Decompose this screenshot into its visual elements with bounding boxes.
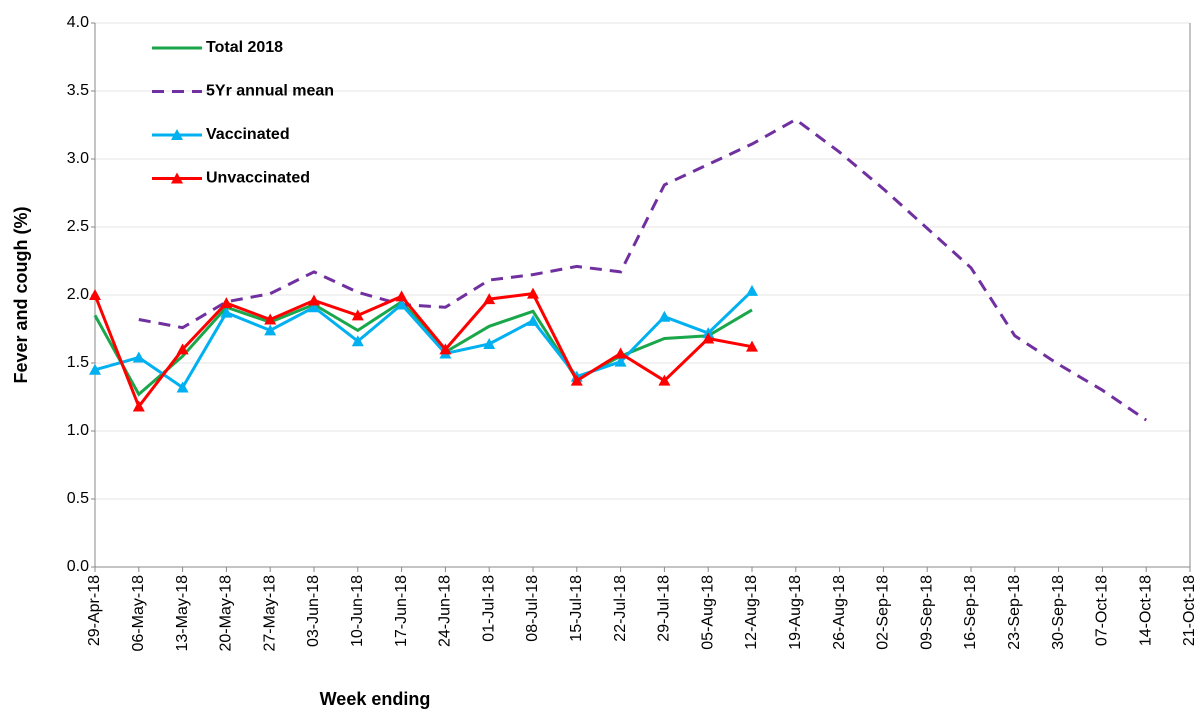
x-tick-label: 07-Oct-18 [1094,575,1111,646]
x-tick-label: 22-Jul-18 [612,575,629,642]
x-tick-label: 06-May-18 [130,575,147,652]
x-tick-label: 12-Aug-18 [743,575,760,650]
y-tick-label: 2.5 [67,218,89,235]
marker [702,332,715,344]
marker [264,324,277,336]
y-tick-label: 4.0 [67,14,89,31]
legend-marker [171,129,183,140]
marker [176,343,189,355]
y-tick-label: 3.0 [67,150,89,167]
marker [220,306,233,318]
x-tick-label: 19-Aug-18 [787,575,804,650]
marker [483,337,496,349]
marker [527,314,539,326]
marker [351,335,364,347]
y-tick-label: 1.0 [67,422,89,439]
marker [746,284,758,296]
x-tick-label: 10-Jun-18 [349,575,366,647]
marker [176,381,189,393]
x-tick-label: 20-May-18 [218,575,235,652]
marker [132,400,145,412]
x-tick-label: 16-Sep-18 [962,575,979,650]
x-tick-label: 30-Sep-18 [1050,575,1067,650]
y-tick-label: 0.0 [67,558,89,575]
x-axis-title: Week ending [320,689,431,709]
series-line [93,292,753,410]
x-tick-label: 14-Oct-18 [1137,575,1154,646]
series-line [93,299,753,397]
legend-label: Unvaccinated [206,170,310,187]
marker [395,290,408,302]
x-tick-label: 02-Sep-18 [875,575,892,650]
marker [658,310,671,322]
marker [308,301,320,313]
x-tick-label: 01-Jul-18 [480,575,497,642]
marker [570,374,583,386]
x-tick-label: 29-Jul-18 [656,575,673,642]
x-tick-label: 09-Sep-18 [918,575,935,650]
marker [483,293,496,305]
marker [658,374,671,386]
series-line [94,289,754,390]
x-tick-label: 13-May-18 [174,575,191,652]
x-tick-label: 23-Sep-18 [1006,575,1023,650]
x-tick-label: 08-Jul-18 [524,575,541,642]
marker [351,309,364,321]
marker [395,298,408,310]
y-tick-label: 2.0 [67,286,89,303]
legend-label: Total 2018 [206,39,283,56]
marker [614,347,627,359]
legend-label: 5Yr annual mean [206,83,334,100]
legend-marker [171,172,183,184]
marker [746,340,758,352]
x-tick-label: 21-Oct-18 [1181,575,1198,646]
marker [264,313,277,325]
marker [439,343,452,355]
x-tick-label: 03-Jun-18 [305,575,322,647]
x-tick-label: 15-Jul-18 [568,575,585,642]
marker [614,355,627,367]
x-tick-label: 27-May-18 [261,575,278,652]
y-tick-label: 0.5 [67,490,89,507]
x-tick-label: 26-Aug-18 [831,575,848,650]
x-tick-label: 24-Jun-18 [437,575,454,647]
marker [132,351,145,363]
marker [89,289,101,300]
x-tick-label: 29-Apr-18 [86,575,103,646]
x-tick-label: 17-Jun-18 [393,575,410,647]
y-axis-title: Fever and cough (%) [11,206,31,383]
marker [220,297,233,309]
x-tick-label: 05-Aug-18 [699,575,716,650]
marker [89,363,101,375]
y-tick-label: 1.5 [67,354,89,371]
y-tick-label: 3.5 [67,82,89,99]
legend-label: Vaccinated [206,126,290,143]
marker [308,294,320,306]
marker [527,287,539,299]
series-line [138,117,1148,422]
